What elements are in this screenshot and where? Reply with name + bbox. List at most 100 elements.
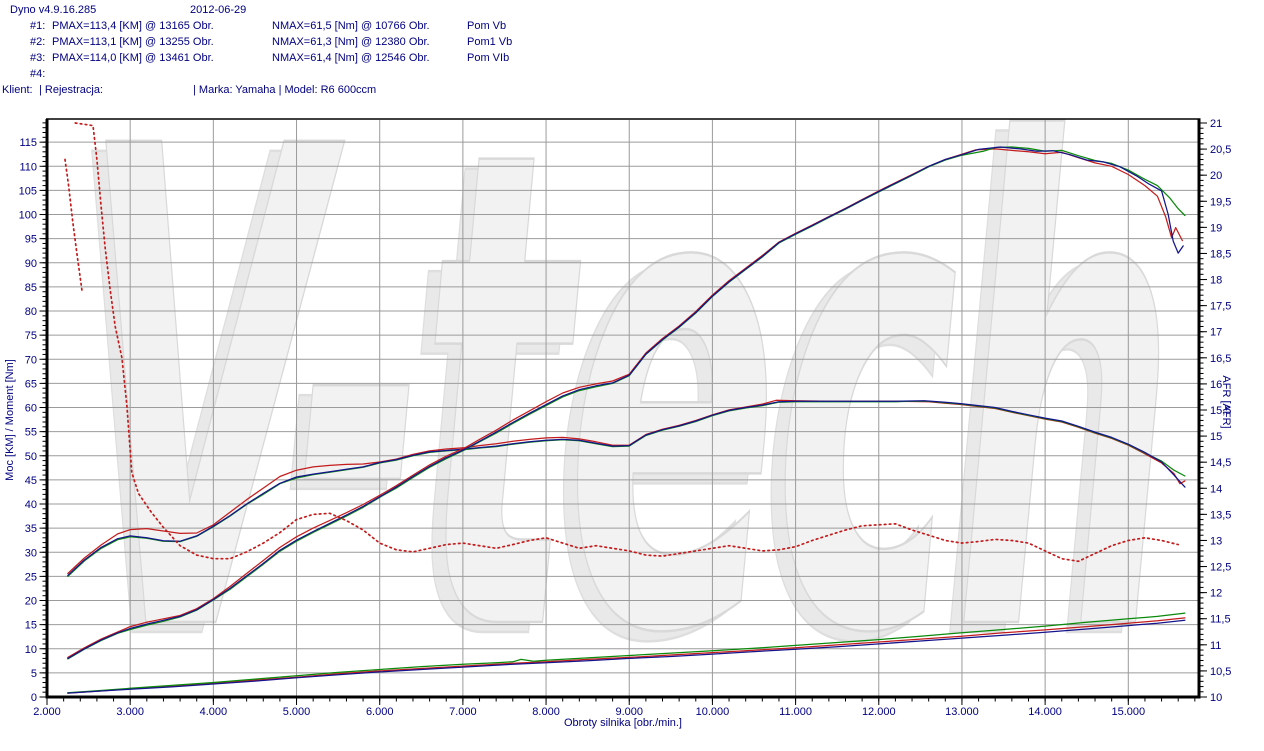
y-axis-label-left: Moc [KM] / Moment [Nm] bbox=[4, 359, 16, 481]
x-tick-label: 7.000 bbox=[449, 706, 477, 718]
y-left-tick-label: 80 bbox=[25, 306, 37, 318]
power-run-1 bbox=[67, 148, 1184, 659]
plot-frame bbox=[45, 118, 1201, 699]
run-id: #4: bbox=[30, 68, 46, 80]
y-left-tick-label: 50 bbox=[25, 451, 37, 463]
y-left-tick-label: 10 bbox=[25, 644, 37, 656]
y-right-tick-label: 15 bbox=[1210, 431, 1222, 443]
y-left-tick-label: 90 bbox=[25, 258, 37, 270]
y-left-tick-label: 15 bbox=[25, 620, 37, 632]
y-left-tick-label: 35 bbox=[25, 523, 37, 535]
gridlines bbox=[48, 120, 1198, 696]
y-right-tick-label: 18,5 bbox=[1210, 248, 1231, 260]
y-right-tick-label: 12,5 bbox=[1210, 562, 1231, 574]
y-left-tick-label: 75 bbox=[25, 330, 37, 342]
watermark-shadow-text: V-tech bbox=[68, 19, 1158, 751]
x-tick-label: 2.000 bbox=[33, 706, 61, 718]
run-pmax: PMAX=114,0 [KM] @ 13461 Obr. bbox=[52, 52, 214, 64]
x-tick-label: 4.000 bbox=[200, 706, 228, 718]
x-axis-label: Obroty silnika [obr./min.] bbox=[564, 717, 682, 729]
y-right-tick-label: 20,5 bbox=[1210, 144, 1231, 156]
y-left-tick-label: 110 bbox=[19, 161, 37, 173]
run-nmax: NMAX=61,3 [Nm] @ 12380 Obr. bbox=[272, 36, 430, 48]
y-left-tick-label: 55 bbox=[25, 427, 37, 439]
loss-run-3 bbox=[67, 619, 1186, 694]
y-left-tick-label: 45 bbox=[25, 475, 37, 487]
y-left-tick-label: 40 bbox=[25, 499, 37, 511]
y-right-tick-label: 19,5 bbox=[1210, 196, 1231, 208]
x-tick-label: 10.000 bbox=[696, 706, 730, 718]
y-left-tick-label: 105 bbox=[19, 185, 37, 197]
y-right-tick-label: 13 bbox=[1210, 535, 1222, 547]
y-left-tick-label: 5 bbox=[31, 668, 37, 680]
y-right-tick-label: 10 bbox=[1210, 692, 1222, 704]
afr-start-segment bbox=[64, 158, 83, 291]
y-right-tick-label: 17 bbox=[1210, 327, 1222, 339]
y-right-tick-label: 14,5 bbox=[1210, 457, 1231, 469]
client-label: Klient: bbox=[2, 84, 33, 96]
y-left-tick-label: 95 bbox=[25, 234, 37, 246]
run-nmax: NMAX=61,5 [Nm] @ 10766 Obr. bbox=[272, 20, 430, 32]
torque-run-3 bbox=[67, 400, 1186, 577]
afr-run bbox=[74, 122, 1180, 563]
y-right-tick-label: 13,5 bbox=[1210, 509, 1231, 521]
run-pmax: PMAX=113,4 [KM] @ 13165 Obr. bbox=[52, 20, 214, 32]
app-title: Dyno v4.9.16.285 bbox=[10, 4, 97, 16]
y-left-tick-label: 65 bbox=[25, 378, 37, 390]
registration-label: | Rejestracja: bbox=[39, 84, 103, 96]
y-right-tick-label: 15,5 bbox=[1210, 405, 1231, 417]
y-left-axis-ticks: 0 5 10 15 20 25 30 35 40 45 50 55 60 65 70 75 80 85 90 95 10… bbox=[19, 122, 46, 704]
x-tick-label: 8.000 bbox=[532, 706, 560, 718]
x-axis-ticks: 2.000 3.000 4.000 5.000 6.000 7.000 8.000 9.000… bbox=[33, 698, 1196, 718]
power-run-3 bbox=[67, 146, 1184, 660]
y-right-axis-ticks: 10 10,5 11 11,5 12 12,5 13 13,5 14 14,5 15 15,5 16 16… bbox=[1200, 118, 1231, 704]
y-left-tick-label: 0 bbox=[31, 692, 37, 704]
x-tick-label: 5.000 bbox=[283, 706, 311, 718]
y-right-tick-label: 11 bbox=[1210, 640, 1221, 652]
loss-run-1 bbox=[67, 617, 1186, 694]
y-right-tick-label: 18 bbox=[1210, 275, 1222, 287]
y-right-tick-label: 12 bbox=[1210, 588, 1222, 600]
x-tick-label: 3.000 bbox=[116, 706, 144, 718]
run-label: Pom Vb bbox=[467, 20, 507, 32]
x-tick-label: 9.000 bbox=[615, 706, 643, 718]
y-right-tick-label: 19 bbox=[1210, 222, 1222, 234]
run-label: Pom VIb bbox=[467, 52, 510, 64]
y-right-tick-label: 11,5 bbox=[1210, 614, 1231, 626]
watermark-text: V-tech bbox=[82, 9, 1172, 751]
y-right-tick-label: 21 bbox=[1210, 118, 1222, 130]
report-date: 2012-06-29 bbox=[190, 4, 247, 16]
y-right-tick-label: 16,5 bbox=[1210, 353, 1231, 365]
run-pmax: PMAX=113,1 [KM] @ 13255 Obr. bbox=[52, 36, 214, 48]
x-tick-label: 13.000 bbox=[945, 706, 979, 718]
y-left-tick-label: 100 bbox=[19, 210, 37, 222]
y-left-tick-label: 70 bbox=[25, 354, 37, 366]
x-tick-label: 6.000 bbox=[366, 706, 394, 718]
y-right-tick-label: 16 bbox=[1210, 379, 1222, 391]
y-right-tick-label: 20 bbox=[1210, 170, 1222, 182]
run-id: #2: bbox=[30, 36, 46, 48]
x-tick-label: 15.000 bbox=[1111, 706, 1145, 718]
run-id: #1: bbox=[30, 20, 46, 32]
y-left-tick-label: 25 bbox=[25, 571, 37, 583]
y-left-tick-label: 30 bbox=[25, 547, 37, 559]
series bbox=[64, 122, 1186, 694]
y-right-tick-label: 17,5 bbox=[1210, 301, 1231, 313]
loss-run-2 bbox=[67, 612, 1186, 694]
x-tick-label: 14.000 bbox=[1028, 706, 1062, 718]
run-nmax: NMAX=61,4 [Nm] @ 12546 Obr. bbox=[272, 52, 430, 64]
y-left-tick-label: 20 bbox=[25, 596, 37, 608]
y-left-tick-label: 85 bbox=[25, 282, 37, 294]
x-tick-label: 11.000 bbox=[779, 706, 812, 718]
y-right-tick-label: 10,5 bbox=[1210, 666, 1231, 678]
y-right-tick-label: 14 bbox=[1210, 483, 1222, 495]
x-tick-label: 12.000 bbox=[862, 706, 896, 718]
make-model-label: | Marka: Yamaha | Model: R6 600ccm bbox=[193, 84, 377, 96]
y-left-tick-label: 115 bbox=[19, 137, 37, 149]
y-axis-label-right: AFR [AFR] bbox=[1220, 375, 1232, 429]
run-label: Pom1 Vb bbox=[467, 36, 513, 48]
run-id: #3: bbox=[30, 52, 46, 64]
